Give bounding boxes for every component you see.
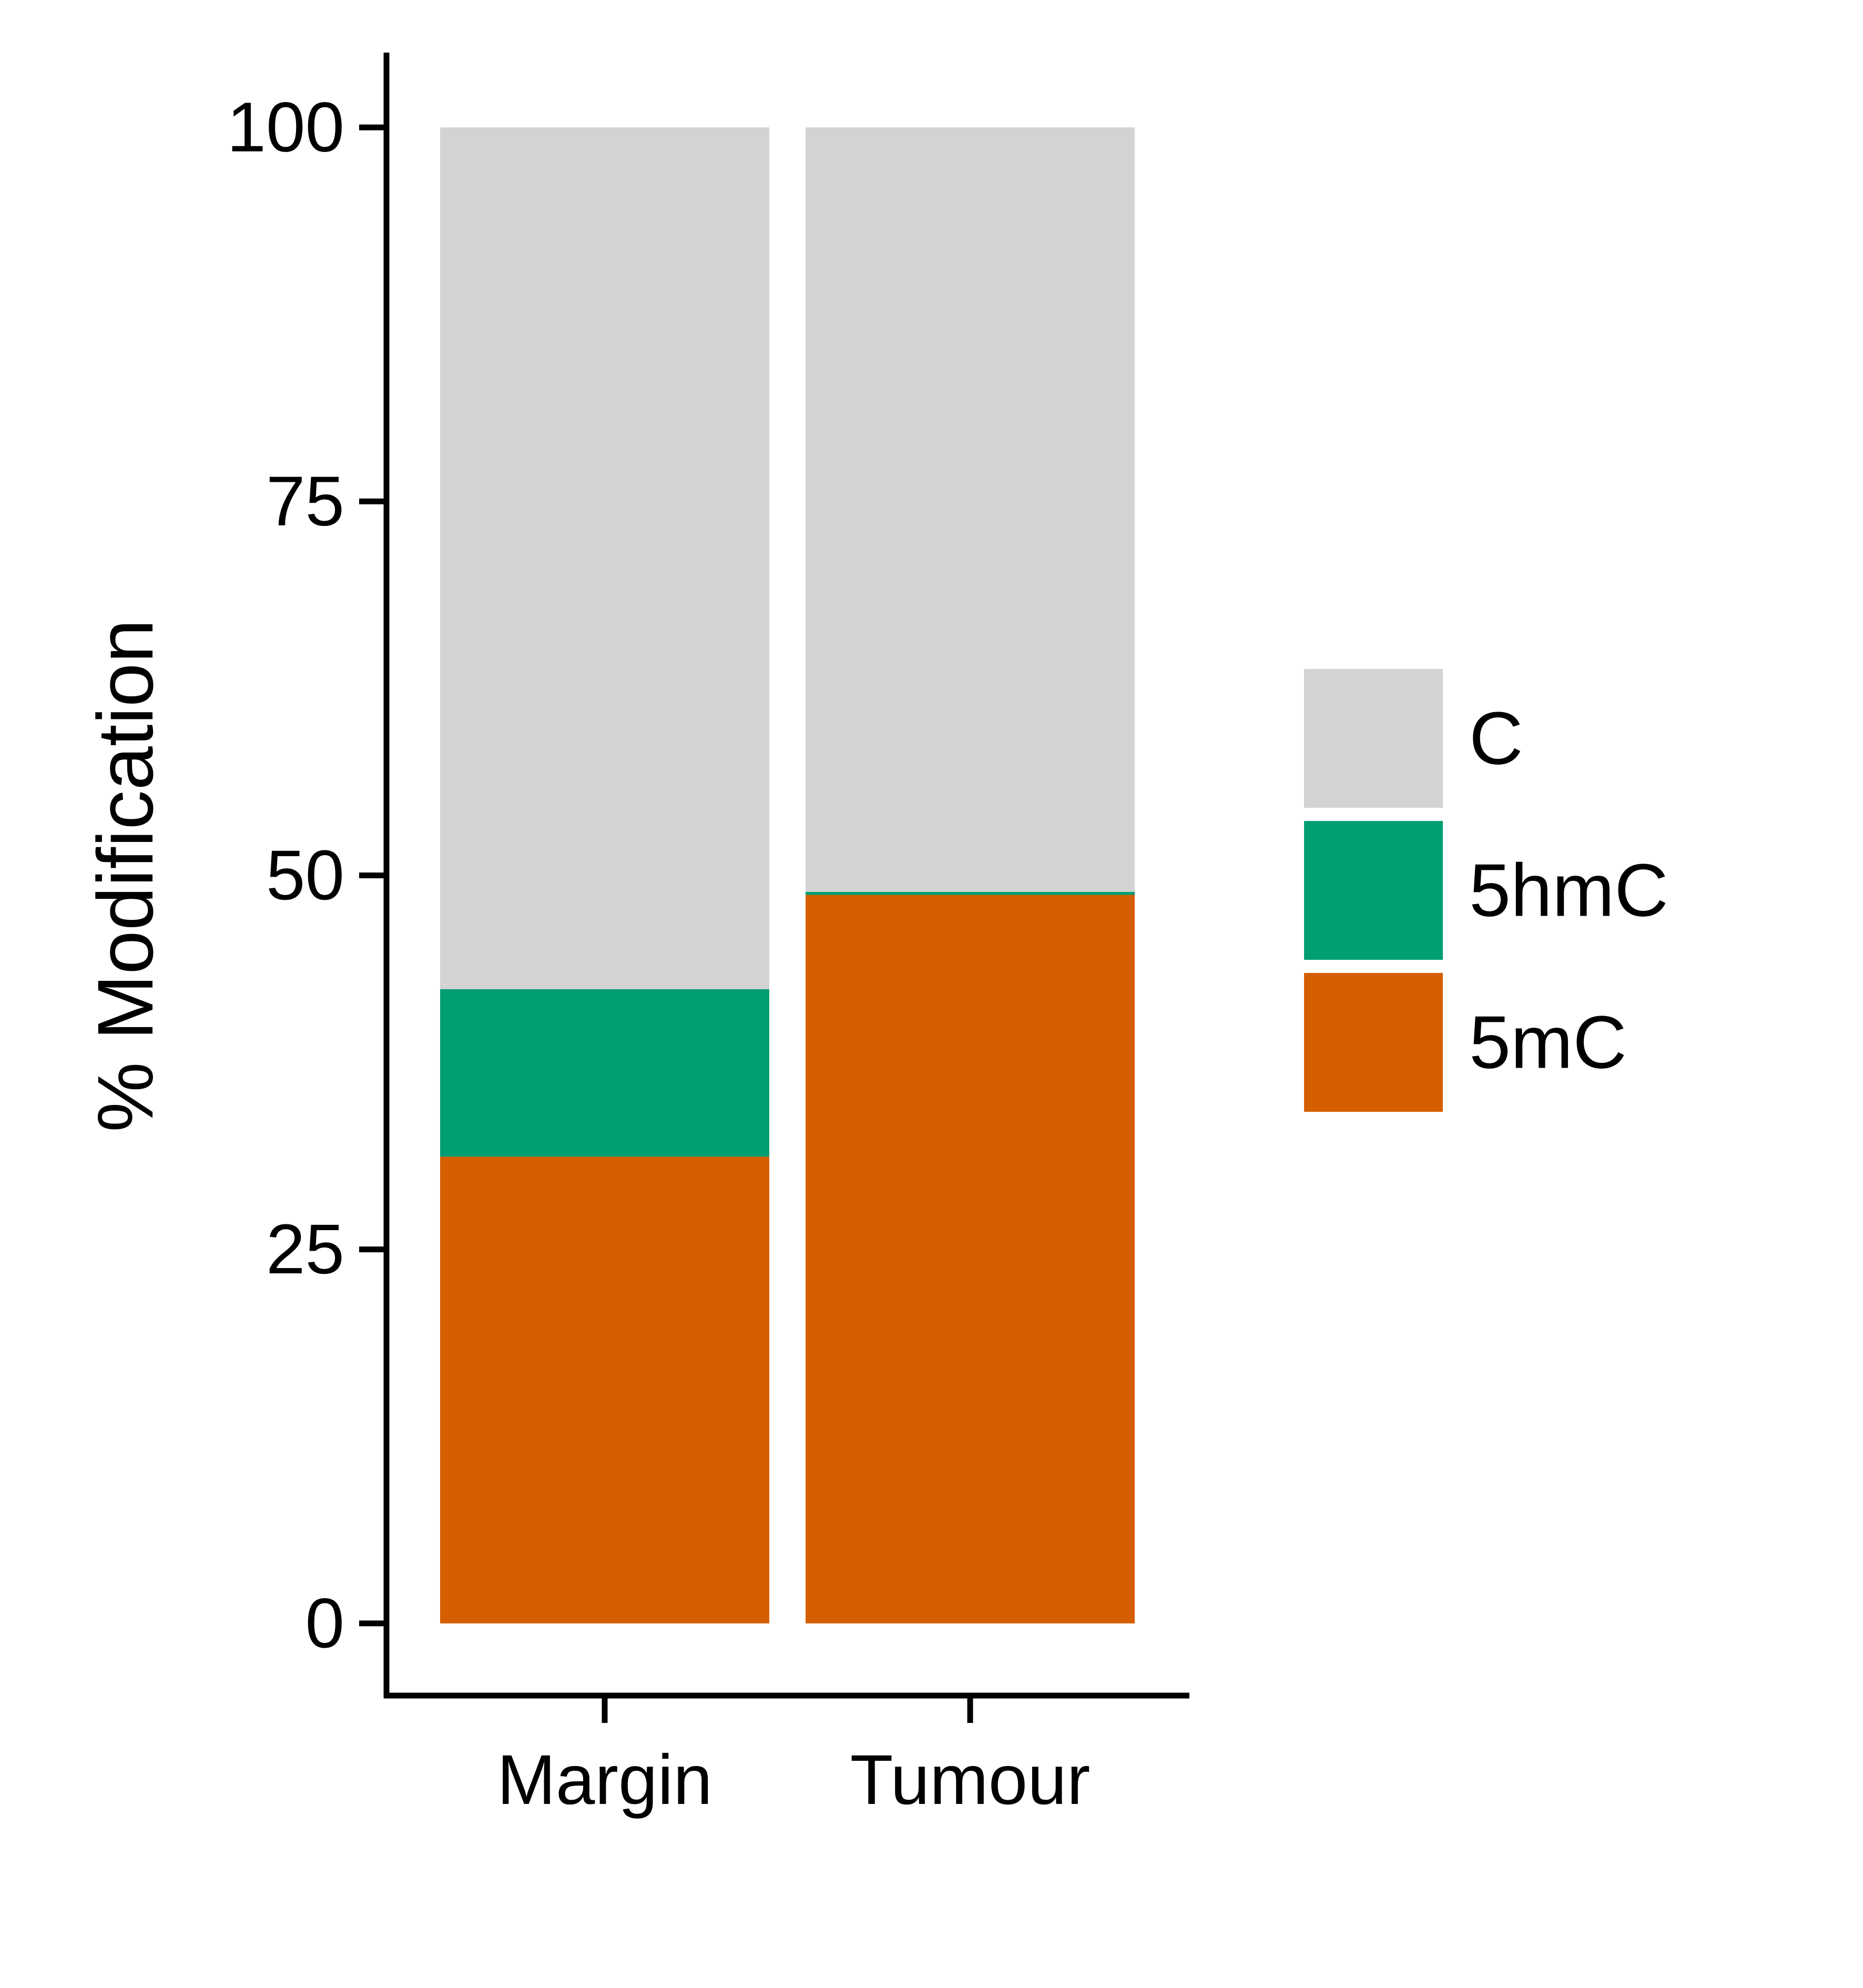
y-tick-label-100: 100 <box>227 88 344 167</box>
y-tick-label-25: 25 <box>266 1210 344 1289</box>
x-ticks: Margin Tumour <box>497 1696 1090 1819</box>
y-ticks: 0 25 50 75 100 <box>227 88 386 1662</box>
bar-margin-5mc <box>440 1157 769 1624</box>
bar-tumour-5mc <box>806 895 1135 1624</box>
x-tick-label-margin: Margin <box>497 1741 712 1819</box>
y-axis-title: % Modification <box>81 619 169 1132</box>
legend-key-5mc <box>1304 973 1443 1112</box>
bars-layer <box>440 127 1135 1624</box>
legend-label-5mc: 5mC <box>1469 1001 1627 1084</box>
legend: C 5hmC 5mC <box>1304 669 1668 1112</box>
y-tick-label-50: 50 <box>266 836 344 915</box>
bar-tumour-c <box>806 127 1135 892</box>
legend-label-5hmc: 5hmC <box>1469 849 1668 932</box>
bar-margin-5hmc <box>440 989 769 1157</box>
bar-margin-c <box>440 127 769 989</box>
legend-key-c <box>1304 669 1443 808</box>
x-tick-label-tumour: Tumour <box>850 1741 1091 1819</box>
y-tick-label-0: 0 <box>305 1584 344 1662</box>
legend-key-5hmc <box>1304 821 1443 960</box>
legend-label-c: C <box>1469 697 1523 780</box>
bar-tumour-5hmc <box>806 891 1135 895</box>
y-tick-label-75: 75 <box>266 462 344 541</box>
